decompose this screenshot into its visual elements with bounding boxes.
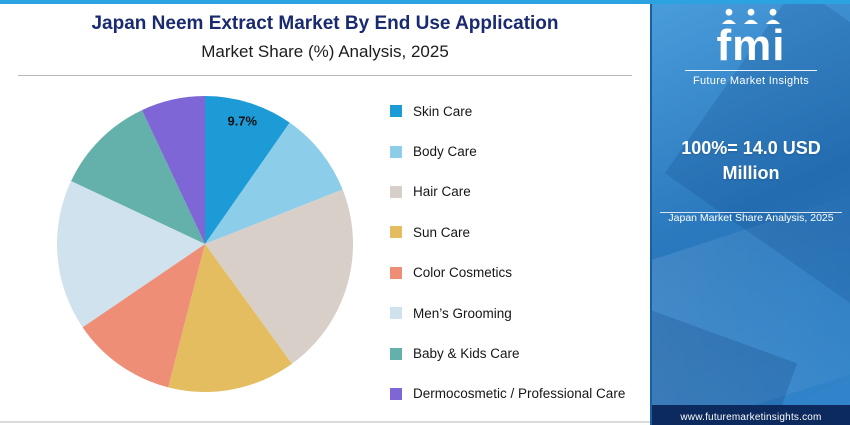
pie-chart-svg: 9.7% <box>56 96 353 392</box>
legend-item: Baby & Kids Care <box>390 333 645 373</box>
pie-slice-body-care <box>205 122 343 244</box>
analysis-note: Japan Market Share Analysis, 2025 <box>668 212 834 224</box>
pie-slice-hair-care <box>205 189 353 364</box>
legend-item: Hair Care <box>390 172 645 212</box>
chart-legend: Skin Care Body Care Hair Care Sun Care Color… <box>390 91 645 414</box>
fmi-logo: fmi Future Market Insights <box>652 8 850 87</box>
legend-label: Baby & Kids Care <box>413 346 520 362</box>
header-divider <box>18 75 632 76</box>
pie-slice-sun-care <box>168 244 292 392</box>
legend-label: Men’s Grooming <box>413 305 512 321</box>
pie-slice-label: 9.7% <box>227 113 257 128</box>
legend-swatch <box>390 145 402 158</box>
legend-swatch <box>390 347 402 360</box>
legend-item: Dermocosmetic / Professional Care <box>390 374 645 414</box>
pie-slice-skin-care <box>205 96 290 244</box>
legend-item: Men’s Grooming <box>390 293 645 333</box>
legend-label: Color Cosmetics <box>413 265 513 281</box>
pie-slice-dermocosmetic-professional-care <box>141 96 205 244</box>
legend-swatch <box>390 266 402 279</box>
legend-swatch <box>390 105 402 118</box>
legend-label: Skin Care <box>413 103 473 119</box>
fmi-logo-caption: Future Market Insights <box>685 69 817 87</box>
legend-label: Dermocosmetic / Professional Care <box>413 386 626 402</box>
website-footer: www.futuremarketinsights.com <box>652 405 850 425</box>
chart-panel: Japan Neem Extract Market By End Use App… <box>0 4 650 423</box>
people-icon <box>722 8 780 24</box>
page-subtitle: Market Share (%) Analysis, 2025 <box>201 42 449 61</box>
brand-sidebar: fmi Future Market Insights 100%= 14.0 US… <box>650 4 850 425</box>
legend-item: Color Cosmetics <box>390 253 645 293</box>
pie-slice-color-cosmetics <box>82 244 205 388</box>
legend-swatch <box>390 185 402 198</box>
legend-item: Skin Care <box>390 91 645 131</box>
legend-swatch <box>390 226 402 239</box>
fmi-logo-text: fmi <box>716 21 786 70</box>
sidebar-divider <box>660 212 842 213</box>
legend-item: Sun Care <box>390 212 645 252</box>
market-size-stat-line2: Million <box>722 163 780 184</box>
pie-chart: 9.7% <box>55 92 355 396</box>
market-size-stat: 100%= 14.0 USD Million <box>652 136 850 186</box>
legend-swatch <box>390 387 402 400</box>
legend-item: Body Care <box>390 131 645 171</box>
pie-slice-baby-kids-care <box>71 110 205 244</box>
bottom-divider <box>0 421 650 423</box>
legend-label: Hair Care <box>413 184 471 200</box>
website-url-link[interactable]: www.futuremarketinsights.com <box>680 411 822 423</box>
legend-label: Body Care <box>413 144 477 160</box>
market-size-stat-line1: 100%= 14.0 USD <box>681 138 821 158</box>
legend-label: Sun Care <box>413 224 471 240</box>
legend-swatch <box>390 307 402 320</box>
pie-slice-men-s-grooming <box>56 180 206 328</box>
page-title: Japan Neem Extract Market By End Use App… <box>91 13 559 34</box>
